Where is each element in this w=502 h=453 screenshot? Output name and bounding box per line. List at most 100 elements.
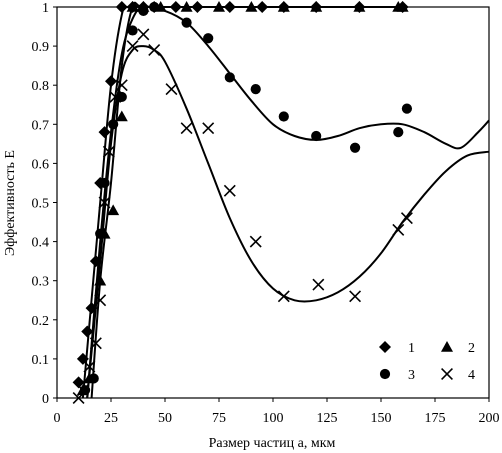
data-point-series-4 [223,184,236,197]
x-tick-label: 200 [479,411,500,426]
x-tick-label: 50 [158,411,172,426]
data-point-series-1 [256,1,269,13]
y-tick-label: 0.9 [32,40,50,55]
x-tick-label: 125 [317,411,338,426]
fit-curve-series-3 [86,5,490,399]
legend-label-2: 2 [468,341,475,356]
series-4-points [72,28,413,404]
y-tick-label: 0.7 [32,118,50,133]
data-point-series-4 [202,122,215,135]
y-tick-label: 0.2 [32,314,50,329]
data-point-series-4 [392,223,405,236]
data-point-series-3 [349,142,361,153]
legend-marker-3 [379,368,391,380]
data-point-series-3 [108,119,119,130]
legend-label-4: 4 [468,368,475,383]
data-point-series-3 [181,17,192,28]
data-point-series-1 [81,325,94,338]
x-tick-label: 25 [104,411,118,426]
data-point-series-4 [98,196,111,209]
legend-marker-1 [379,341,391,353]
x-tick-label: 100 [263,411,284,426]
axis-ticks: 0 25 50 75 100 125 150 175 200 0 0.1 0.2 0.3 0.4 0.5 0.… [32,1,500,426]
y-tick-label: 0.8 [32,79,50,94]
data-point-series-2 [277,1,290,12]
data-point-series-1 [89,255,102,268]
x-tick-label: 75 [212,411,226,426]
data-point-series-3 [88,373,99,384]
y-tick-label: 0.6 [32,157,50,172]
data-point-series-2 [310,1,323,12]
data-point-series-1 [76,352,89,365]
legend-marker-2 [441,341,453,352]
x-tick-label: 0 [54,411,61,426]
series-3-points [79,1,413,396]
data-point-series-4 [102,145,115,158]
data-point-series-3 [401,103,413,114]
data-point-series-3 [138,5,149,17]
y-tick-label: 0.4 [32,236,50,251]
legend-label-3: 3 [408,368,415,383]
data-point-series-3 [116,91,127,103]
fit-curve-series-2 [90,1,403,399]
data-point-series-4 [109,90,122,103]
data-point-series-4 [76,384,89,397]
data-point-series-1 [98,126,111,139]
data-point-series-4 [312,278,325,291]
data-point-series-3 [278,111,289,122]
data-markers [72,1,413,404]
data-point-series-4 [148,44,161,56]
data-point-series-4 [180,122,193,135]
data-point-series-4 [249,235,262,248]
data-point-series-4 [94,294,107,307]
data-point-series-2 [396,1,409,12]
y-tick-label: 0.3 [32,275,50,290]
data-point-series-4 [349,290,362,303]
data-point-series-1 [191,1,204,13]
data-point-series-2 [107,204,120,216]
data-point-series-1 [169,1,182,13]
data-point-series-3 [311,130,322,142]
data-point-series-3 [99,177,110,189]
x-tick-label: 175 [425,411,446,426]
data-point-series-1 [72,376,85,389]
data-point-series-2 [126,1,139,12]
data-point-series-3 [250,84,261,95]
data-point-series-4 [72,392,85,404]
data-point-series-3 [149,1,160,13]
data-point-series-2 [115,110,128,122]
data-point-series-1 [223,1,236,13]
data-point-series-4 [400,212,413,225]
data-point-series-2 [353,1,366,12]
data-point-series-3 [224,72,235,83]
data-point-series-3 [79,385,91,396]
data-point-series-4 [83,360,96,373]
data-point-series-1 [105,75,117,88]
y-tick-label: 1 [42,1,49,16]
data-point-series-3 [203,33,214,44]
fit-curves [81,1,490,399]
y-axis-title: Эффективность E [3,150,18,256]
data-point-series-2 [213,1,225,12]
legend-label-1: 1 [408,341,415,356]
fit-curve-series-1 [81,5,403,399]
data-point-series-4 [126,40,139,53]
data-point-series-4 [137,28,150,41]
x-axis-title: Размер частиц a, мкм [209,436,336,451]
y-tick-label: 0.1 [32,353,50,368]
data-point-series-3 [393,127,404,138]
data-point-series-2 [180,1,193,12]
data-point-series-4 [277,290,290,303]
data-point-series-2 [245,1,258,12]
data-point-series-4 [165,83,178,96]
fit-curve-series-4 [86,45,490,399]
data-point-series-3 [95,228,106,239]
legend-marker-4 [441,368,453,380]
data-point-series-4 [115,79,128,92]
data-point-series-3 [127,25,138,36]
y-tick-label: 0.5 [32,197,50,212]
legend: 1 2 3 4 [379,341,475,383]
data-point-series-2 [94,274,107,286]
data-point-series-1 [115,1,128,13]
